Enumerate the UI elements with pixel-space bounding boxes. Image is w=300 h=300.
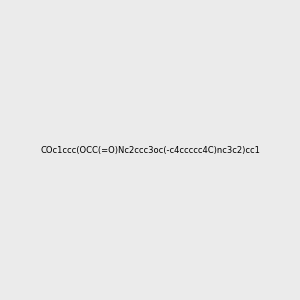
Text: COc1ccc(OCC(=O)Nc2ccc3oc(-c4ccccc4C)nc3c2)cc1: COc1ccc(OCC(=O)Nc2ccc3oc(-c4ccccc4C)nc3c…: [40, 146, 260, 154]
